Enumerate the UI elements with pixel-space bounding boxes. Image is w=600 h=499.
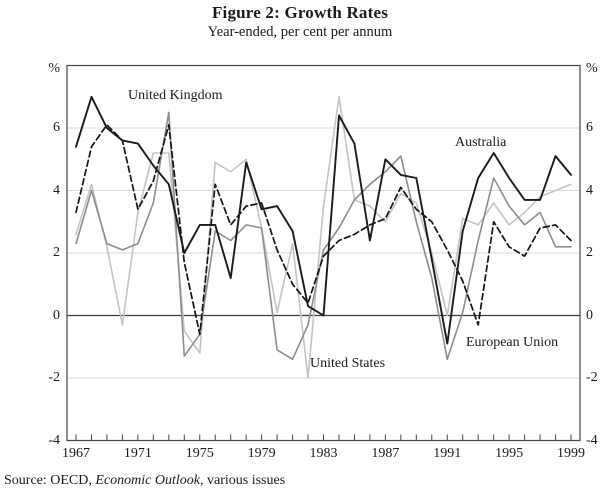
x-axis-label-1971: 1971 xyxy=(123,446,152,461)
chart-title: Figure 2: Growth Rates xyxy=(211,3,389,22)
curve-label-european-union: European Union xyxy=(466,335,559,350)
y-axis-label-left--4: -4 xyxy=(48,432,60,448)
y-axis-label-left-4: 4 xyxy=(53,182,60,198)
x-axis-label-1975: 1975 xyxy=(185,446,214,461)
x-axis-label-1995: 1995 xyxy=(495,446,524,461)
y-axis-label-right-0: 0 xyxy=(586,307,593,323)
y-axis-label-left--2: -2 xyxy=(48,370,60,385)
y-axis-label-right--4: -4 xyxy=(586,432,598,448)
series-line-australia xyxy=(75,95,572,345)
chart-subtitle: Year-ended, per cent per annum xyxy=(207,24,393,40)
source-suffix: , various issues xyxy=(199,473,286,488)
series-line-united-states xyxy=(75,96,572,379)
x-axis-label-1967: 1967 xyxy=(62,446,90,461)
y-axis-label-left-0: 0 xyxy=(53,307,60,323)
source-prefix: Source: OECD, xyxy=(4,473,96,488)
x-axis-label-1979: 1979 xyxy=(247,446,276,461)
source-publication: Economic Outlook xyxy=(95,473,200,488)
x-axis-label-1983: 1983 xyxy=(309,446,338,461)
y-axis-label-right-4: 4 xyxy=(586,182,593,198)
series-line-european-union xyxy=(75,124,572,336)
y-axis-label-right-6: 6 xyxy=(586,120,593,135)
y-axis-unit-left: % xyxy=(48,61,60,76)
x-axis-label-1999: 1999 xyxy=(557,446,585,461)
x-axis-label-1987: 1987 xyxy=(371,446,400,461)
y-axis-label-left-6: 6 xyxy=(53,120,60,135)
curve-label-united-kingdom: United Kingdom xyxy=(128,88,223,103)
source-note: Source: OECD, Economic Outlook, various … xyxy=(4,473,285,489)
y-axis-label-left-2: 2 xyxy=(53,245,60,260)
x-axis-label-1991: 1991 xyxy=(433,446,462,461)
y-axis-label-right--2: -2 xyxy=(586,370,598,385)
y-axis-unit-right: % xyxy=(586,61,598,76)
curve-label-united-states: United States xyxy=(310,356,386,371)
curve-label-australia: Australia xyxy=(455,135,507,150)
y-axis-label-right-2: 2 xyxy=(586,245,593,260)
